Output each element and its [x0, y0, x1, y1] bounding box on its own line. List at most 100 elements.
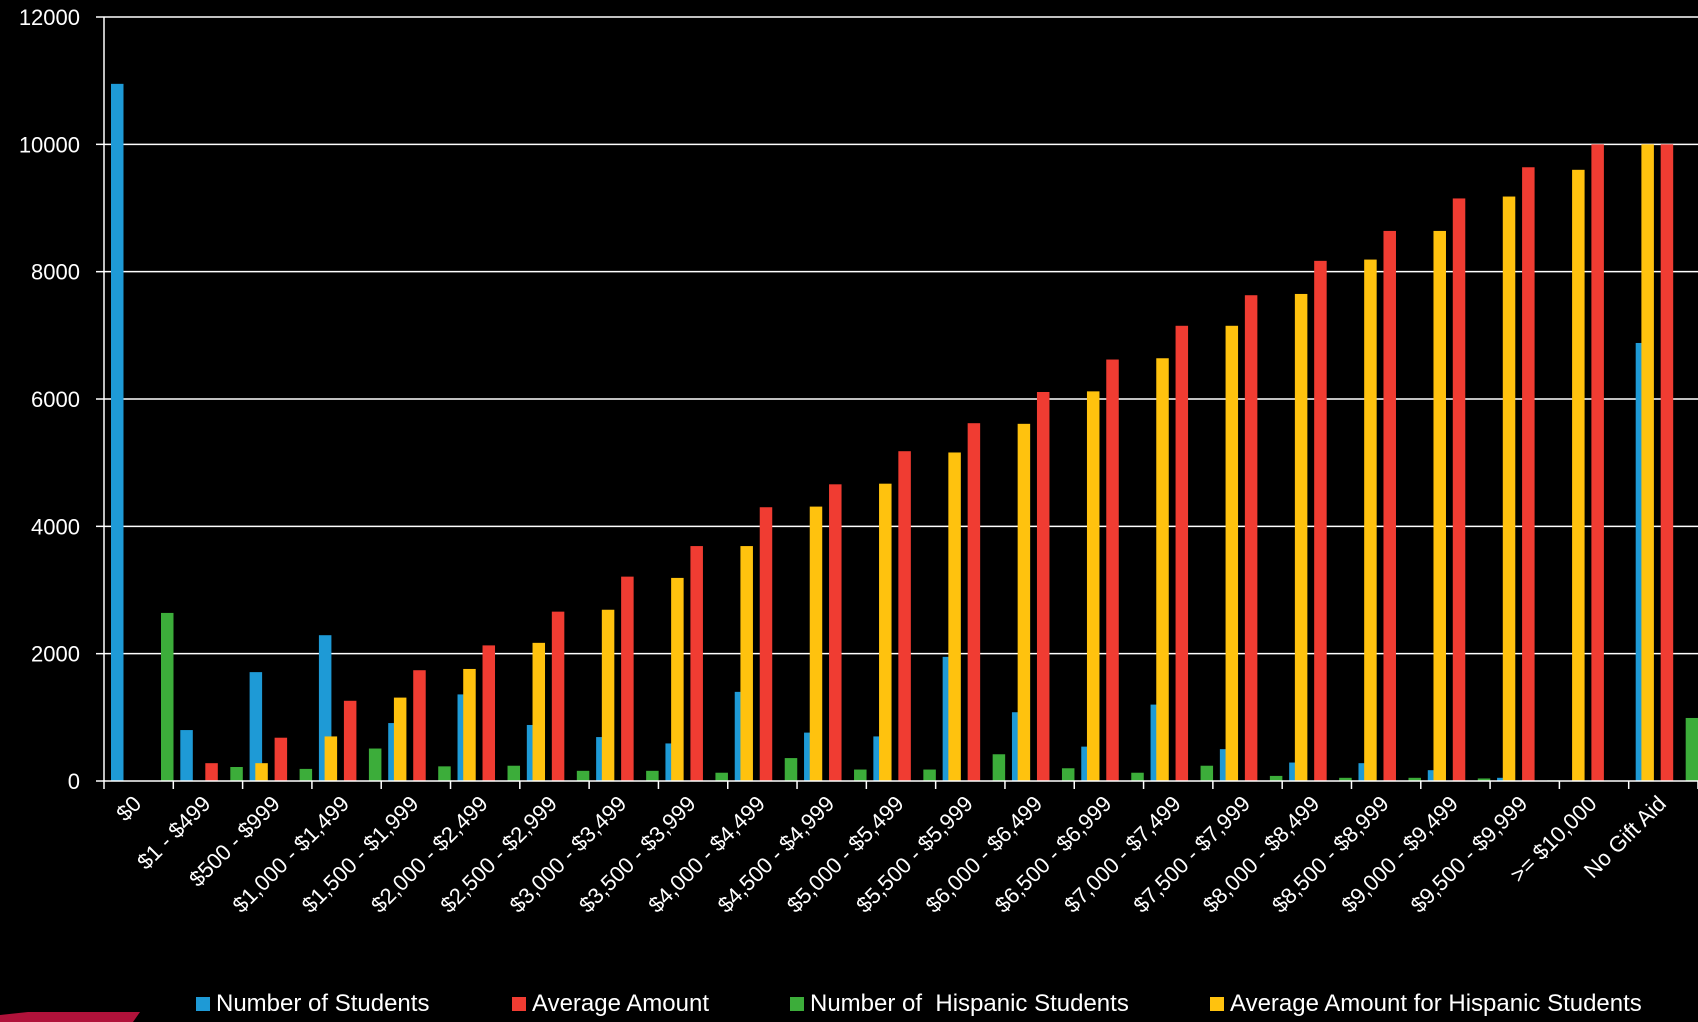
bar [948, 452, 961, 781]
bar [646, 770, 659, 781]
bar [854, 769, 867, 781]
bar [1017, 423, 1031, 781]
bar [601, 609, 615, 781]
bar [1339, 777, 1352, 781]
bar [463, 668, 476, 781]
bar [829, 484, 842, 781]
bar [551, 611, 565, 781]
axes [103, 17, 1698, 782]
y-tick-label: 0 [68, 769, 80, 794]
bar [343, 700, 357, 781]
bar [1244, 295, 1258, 781]
y-tick-label: 4000 [31, 514, 80, 539]
x-tick-label: $7,500 - $7,999 [1128, 791, 1255, 918]
bar [1225, 325, 1239, 781]
legend-label: Number of Students [216, 990, 430, 1017]
bar [809, 506, 823, 781]
bar [576, 770, 590, 781]
bar [111, 83, 124, 782]
bar [1061, 768, 1075, 781]
bar [1572, 169, 1585, 782]
bar [690, 546, 703, 781]
logo [0, 1012, 140, 1022]
x-axis-ticks: $0$1 - $499$500 - $999$1,000 - $1,499$1,… [103, 781, 1698, 918]
bar [621, 576, 634, 781]
x-tick-label: $8,500 - $8,999 [1267, 791, 1394, 918]
bar [784, 758, 798, 781]
bar [230, 766, 243, 781]
bar [1591, 144, 1604, 782]
x-tick-label: $6,000 - $6,499 [920, 791, 1047, 918]
legend-label: Number of Hispanic Students [810, 990, 1129, 1017]
x-tick-label: $1,500 - $1,999 [297, 791, 424, 918]
bar [249, 672, 263, 781]
bar [1314, 260, 1327, 781]
bar [1383, 230, 1396, 782]
x-tick-label: $8,000 - $8,499 [1198, 791, 1325, 918]
bar [1156, 358, 1169, 781]
x-tick-label: $1,000 - $1,499 [227, 791, 354, 918]
bar [413, 670, 426, 781]
legend-swatch [1210, 997, 1224, 1011]
y-tick-label: 12000 [19, 5, 80, 30]
bar [1685, 717, 1698, 781]
legend-label: Average Amount [532, 990, 710, 1017]
bar [759, 507, 773, 781]
bar [1175, 325, 1189, 781]
bar [1200, 765, 1214, 781]
legend-label: Average Amount for Hispanic Students [1230, 990, 1642, 1017]
bar [1522, 167, 1535, 782]
bars [111, 83, 1698, 782]
x-tick-label: $3,000 - $3,499 [505, 791, 632, 918]
bar [992, 754, 1006, 781]
bar [1477, 778, 1491, 781]
bar [1641, 144, 1654, 782]
y-tick-label: 10000 [19, 132, 80, 157]
y-tick-label: 2000 [31, 642, 80, 667]
x-tick-label: $7,000 - $7,499 [1059, 791, 1186, 918]
x-tick-label: $6,500 - $6,999 [990, 791, 1117, 918]
bar [1452, 198, 1466, 781]
bar [740, 546, 753, 781]
legend-item-average-amount-for-hispanic-students: Average Amount for Hispanic Students [1210, 990, 1642, 1018]
gridlines [104, 16, 1698, 655]
x-tick-label: $2,000 - $2,499 [366, 791, 493, 918]
bar [532, 642, 546, 781]
x-tick-label: $3,500 - $3,999 [574, 791, 701, 918]
y-tick-label: 8000 [31, 260, 80, 285]
bar [1086, 391, 1100, 781]
bar [161, 612, 174, 781]
legend-item-average-amount: Average Amount [512, 990, 709, 1018]
x-tick-label: $9,000 - $9,499 [1336, 791, 1463, 918]
bar [205, 763, 218, 781]
bar [1294, 293, 1308, 781]
x-tick-label: $5,500 - $5,999 [851, 791, 978, 918]
bar [507, 765, 521, 781]
bar [1502, 196, 1516, 782]
bar [274, 737, 288, 781]
bar [923, 769, 936, 781]
bar [671, 577, 684, 781]
bar [1106, 359, 1119, 781]
legend-item-number-of-students: Number of Students [196, 990, 429, 1018]
legend: Number of Students Average Amount Number… [196, 990, 1696, 1022]
bar [1433, 230, 1446, 782]
bar [255, 763, 268, 781]
x-tick-label: $2,500 - $2,999 [435, 791, 562, 918]
legend-swatch [512, 997, 526, 1011]
x-tick-label: $5,000 - $5,499 [782, 791, 909, 918]
y-tick-label: 6000 [31, 387, 80, 412]
bar [299, 768, 313, 781]
bar [1131, 772, 1144, 781]
bar [715, 772, 728, 781]
bar [1660, 144, 1674, 782]
bar [967, 423, 981, 781]
x-tick-label: $4,500 - $4,999 [713, 791, 840, 918]
bar [368, 748, 382, 781]
legend-item-number-of-hispanic-students: Number of Hispanic Students [790, 990, 1129, 1018]
x-tick-label: $4,000 - $4,499 [643, 791, 770, 918]
bar [879, 483, 892, 781]
y-axis-ticks: 0 2000 4000 6000 8000 10000 12000 [19, 5, 104, 794]
bar [324, 736, 338, 781]
